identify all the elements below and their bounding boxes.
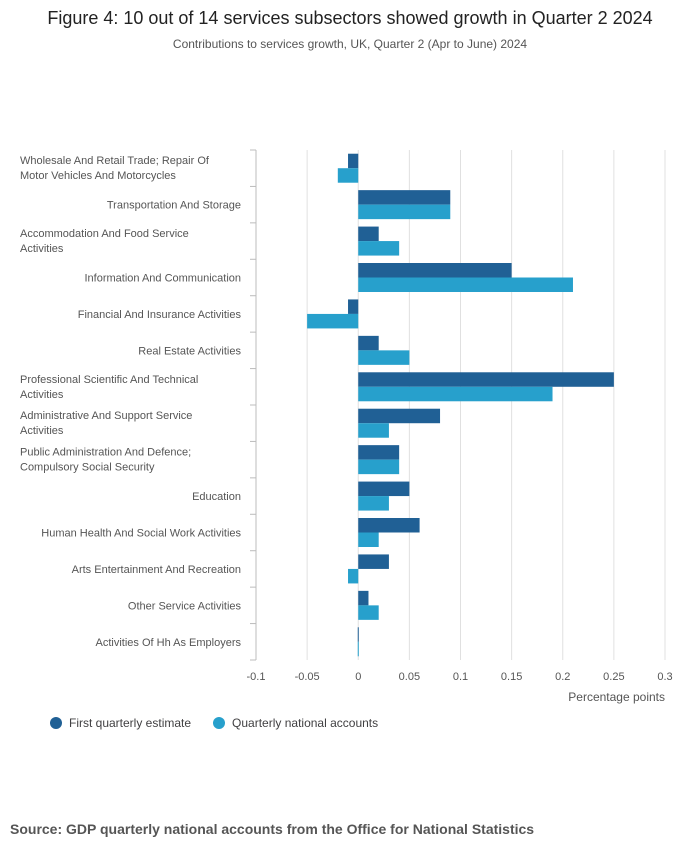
category-label: Activities Of Hh As Employers	[96, 637, 242, 649]
legend-label-national-accounts: Quarterly national accounts	[232, 716, 379, 730]
category-label: Activities	[20, 243, 64, 255]
bar-national-accounts	[358, 350, 410, 365]
bar-national-accounts	[358, 496, 389, 511]
bar-first-estimate	[358, 408, 441, 424]
bar-chart: -0.1 -0.05 0 0.05 0.1 0.15 0.2 0.25 0.3 Percentag…	[20, 149, 673, 704]
category-label: Arts Entertainment And Recreation	[72, 564, 241, 576]
category-label: Professional Scientific And Technical	[20, 374, 198, 386]
category-label: Motor Vehicles And Motorcycles	[20, 170, 176, 182]
bar-first-estimate	[358, 554, 389, 569]
x-tick-label: 0.3	[657, 671, 672, 683]
bar-first-estimate	[358, 226, 379, 242]
bar-first-estimate	[358, 590, 369, 606]
bar-national-accounts	[337, 168, 359, 183]
category-label: Activities	[20, 425, 64, 437]
category-label: Activities	[20, 389, 64, 401]
x-tick-label: -0.05	[295, 671, 320, 683]
bar-national-accounts	[358, 532, 379, 547]
bar-national-accounts	[357, 641, 359, 657]
x-tick-label: 0.05	[399, 671, 420, 683]
bar-national-accounts	[358, 605, 379, 620]
category-label: Other Service Activities	[128, 600, 242, 612]
category-label: Transportation And Storage	[107, 200, 241, 212]
bar-first-estimate	[358, 445, 400, 460]
x-tick-label: 0.15	[501, 671, 522, 683]
bar-first-estimate	[358, 372, 614, 387]
x-tick-label: -0.1	[247, 671, 266, 683]
category-label: Public Administration And Defence;	[20, 447, 191, 459]
bar-first-estimate	[358, 518, 420, 533]
legend-item-national-accounts[interactable]: Quarterly national accounts	[213, 716, 378, 730]
legend: First quarterly estimate Quarterly natio…	[50, 716, 400, 730]
bar-national-accounts	[358, 241, 400, 256]
bar-first-estimate	[358, 481, 410, 497]
x-axis-label: Percentage points	[568, 690, 665, 704]
bar-first-estimate	[358, 263, 512, 278]
chart-subtitle: Contributions to services growth, UK, Qu…	[172, 37, 528, 51]
x-tick-label: 0.2	[555, 671, 570, 683]
legend-item-first-estimate[interactable]: First quarterly estimate	[50, 716, 191, 730]
bar-national-accounts	[348, 568, 359, 584]
bar-national-accounts	[307, 313, 359, 329]
category-label: Financial And Insurance Activities	[78, 309, 242, 321]
bar-first-estimate	[357, 627, 359, 642]
category-label: Information And Communication	[84, 273, 241, 285]
bar-first-estimate	[358, 335, 379, 351]
bar-national-accounts	[358, 386, 553, 402]
category-label: Administrative And Support Service	[20, 410, 192, 422]
legend-swatch-national-accounts	[213, 717, 226, 729]
category-label: Real Estate Activities	[138, 345, 241, 357]
bar-first-estimate	[348, 153, 359, 169]
x-tick-label: 0.1	[453, 671, 468, 683]
source-note: Source: GDP quarterly national accounts …	[10, 821, 535, 837]
bar-national-accounts	[358, 459, 400, 475]
bar-first-estimate	[348, 299, 359, 314]
bar-first-estimate	[358, 190, 451, 205]
category-label: Human Health And Social Work Activities	[41, 528, 241, 540]
category-label: Wholesale And Retail Trade; Repair Of	[20, 155, 210, 167]
bar-national-accounts	[358, 204, 451, 220]
category-label: Education	[192, 491, 241, 503]
category-label: Accommodation And Food Service	[20, 228, 189, 240]
x-tick-label: 0.25	[603, 671, 624, 683]
legend-label-first-estimate: First quarterly estimate	[69, 716, 192, 730]
legend-swatch-first-estimate	[50, 717, 62, 729]
category-label: Compulsory Social Security	[20, 462, 155, 474]
bar-national-accounts	[358, 277, 573, 292]
x-tick-label: 0	[355, 671, 361, 683]
chart-title: Figure 4: 10 out of 14 services subsecto…	[47, 8, 653, 28]
bar-national-accounts	[358, 423, 389, 438]
